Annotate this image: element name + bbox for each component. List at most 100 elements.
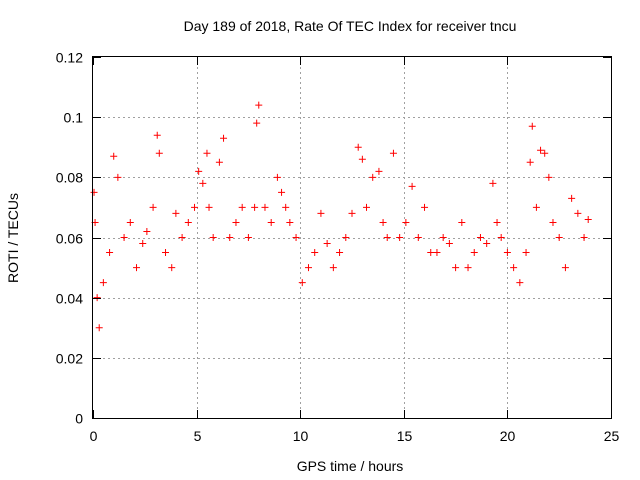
data-point (561, 264, 569, 272)
y-tick-label: 0.1 (64, 110, 84, 126)
data-point (336, 249, 344, 257)
data-point (452, 264, 460, 272)
data-point (354, 143, 362, 151)
data-point (311, 249, 319, 257)
y-tick-label: 0.02 (56, 351, 83, 367)
data-point (549, 218, 557, 226)
x-tick-label: 15 (397, 428, 413, 444)
data-point (348, 209, 356, 217)
data-point (172, 209, 180, 217)
x-tick-label: 10 (293, 428, 309, 444)
data-point (178, 234, 186, 241)
data-point (304, 264, 312, 272)
data-point (317, 209, 325, 217)
data-point (568, 194, 576, 202)
data-point (489, 179, 497, 187)
plot-frame (92, 56, 612, 419)
data-point (99, 279, 107, 287)
data-point (126, 218, 134, 226)
data-point (203, 149, 211, 157)
data-point (205, 203, 213, 211)
data-point (286, 218, 294, 226)
data-point (251, 203, 259, 211)
data-point (541, 149, 549, 157)
data-point (375, 167, 383, 175)
data-point (433, 249, 441, 257)
data-point (427, 249, 435, 257)
data-point (143, 227, 151, 235)
data-point (90, 188, 98, 196)
data-point (445, 240, 453, 248)
data-point (408, 182, 416, 190)
ticks-layer: 0 0.02 0.04 0.06 0.08 0.1 0.12 0 5 10 15 20 25 (56, 50, 620, 445)
x-tick-label: 20 (500, 428, 516, 444)
grid-layer (93, 57, 611, 418)
data-point (342, 234, 350, 241)
x-tick-label: 0 (90, 428, 98, 444)
data-point (267, 218, 275, 226)
data-point (93, 294, 101, 302)
x-axis-label: GPS time / hours (297, 458, 404, 474)
y-tick-label: 0 (75, 411, 83, 427)
data-point (220, 134, 228, 142)
data-point (215, 158, 223, 166)
data-point (439, 234, 447, 241)
data-point (503, 249, 511, 257)
data-point (244, 234, 252, 241)
data-point (323, 240, 331, 248)
data-point (162, 249, 170, 257)
data-point (106, 249, 114, 257)
x-tick-label: 5 (194, 428, 202, 444)
data-point (120, 234, 128, 241)
data-points-layer (90, 101, 592, 332)
data-point (421, 203, 429, 211)
data-point (358, 155, 366, 163)
data-point (133, 264, 141, 272)
data-point (292, 234, 300, 241)
data-point (226, 234, 234, 241)
data-point (253, 119, 261, 127)
chart-title: Day 189 of 2018, Rate Of TEC Index for r… (184, 18, 517, 34)
data-point (329, 264, 337, 272)
data-point (522, 249, 530, 257)
data-point (555, 234, 563, 241)
data-point (464, 264, 472, 272)
data-point (232, 218, 240, 226)
data-point (497, 234, 505, 241)
y-axis-label: ROTI / TECUs (5, 193, 21, 283)
data-point (298, 279, 306, 287)
data-point (191, 203, 199, 211)
data-point (458, 218, 466, 226)
data-point (209, 234, 217, 241)
y-tick-label: 0.12 (56, 50, 83, 66)
data-point (153, 131, 161, 139)
x-tick-label: 25 (604, 428, 620, 444)
data-point (389, 149, 397, 157)
data-point (95, 324, 103, 332)
data-point (402, 218, 410, 226)
data-point (510, 264, 518, 272)
data-point (483, 240, 491, 248)
data-point (414, 234, 422, 241)
data-point (537, 146, 545, 154)
data-point (255, 101, 263, 109)
data-point (369, 173, 377, 181)
data-point (396, 234, 404, 241)
data-point (363, 203, 371, 211)
data-point (476, 234, 484, 241)
data-point (184, 218, 192, 226)
data-point (195, 167, 203, 175)
data-point (155, 149, 163, 157)
data-point (110, 152, 118, 160)
data-point (493, 218, 501, 226)
data-point (526, 158, 534, 166)
data-point (528, 122, 536, 130)
data-point (574, 209, 582, 217)
data-point (261, 203, 269, 211)
data-point (114, 173, 122, 181)
data-point (273, 173, 281, 181)
data-point (238, 203, 246, 211)
data-point (168, 264, 176, 272)
data-point (199, 179, 207, 187)
